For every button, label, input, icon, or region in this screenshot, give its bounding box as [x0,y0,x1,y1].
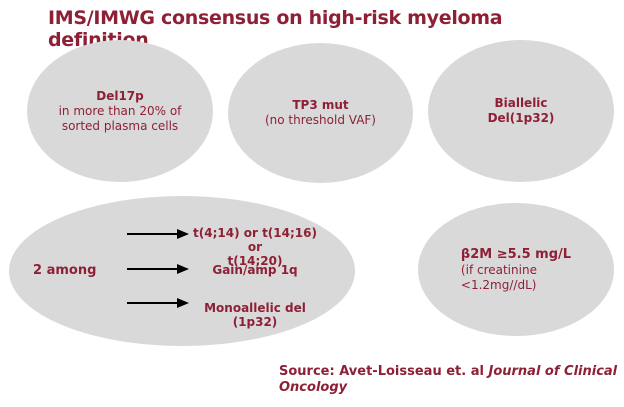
del17p-heading: Del17p [96,88,144,103]
two-among-label: 2 among [33,263,97,278]
among-item-gain-1q: Gain/amp 1q [200,263,310,277]
among-item-translocation: t(4;14) or t(14;16) or t(14;20) [188,226,322,268]
b2m-oval: β2M ≥5.5 mg/L (if creatinine <1.2mg//dL) [418,203,614,336]
del17p-oval: Del17p in more than 20% of sorted plasma… [27,40,213,182]
among-item-2-line2: (1p32) [232,315,278,329]
among-item-monoallelic: Monoallelic del (1p32) [195,301,315,329]
biallelic-oval: Biallelic Del(1p32) [428,40,614,182]
del17p-line1: in more than 20% of [58,103,182,118]
source-citation: Source: Avet-Loisseau et. al Journal of … [279,364,619,396]
arrow-icon-3 [127,298,189,308]
among-item-0-line1: t(4;14) or t(14;16) or [193,226,317,254]
b2m-content: β2M ≥5.5 mg/L (if creatinine <1.2mg//dL) [461,247,571,293]
tp3-line1: (no threshold VAF) [264,113,376,127]
biallelic-line2: Del(1p32) [487,111,555,125]
tp3-oval: TP3 mut (no threshold VAF) [228,43,413,183]
del17p-line2: sorted plasma cells [61,118,179,133]
b2m-main: β2M ≥5.5 mg/L [460,246,572,262]
arrow-icon-1 [127,229,189,239]
b2m-line1: (if creatinine [460,262,537,277]
source-prefix: Source: Avet-Loisseau et. al [279,364,489,379]
biallelic-line1: Biallelic [494,96,548,110]
source-journal: Journal of Clinical Oncology [279,364,618,395]
among-item-1-line1: Gain/amp 1q [212,263,298,277]
tp3-heading: TP3 mut [292,98,349,112]
b2m-line2: <1.2mg//dL) [460,277,537,292]
among-item-0-line2: t(14;20) [227,254,283,268]
arrow-icon-2 [127,264,189,274]
among-item-2-line1: Monoallelic del [204,301,306,315]
